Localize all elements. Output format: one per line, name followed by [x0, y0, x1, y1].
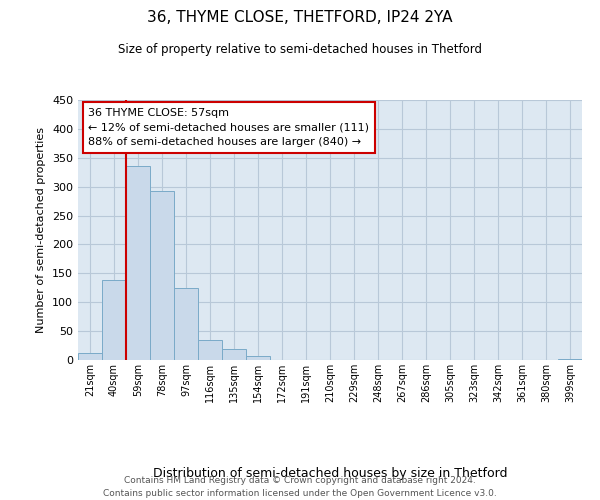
Text: 36 THYME CLOSE: 57sqm
← 12% of semi-detached houses are smaller (111)
88% of sem: 36 THYME CLOSE: 57sqm ← 12% of semi-deta…	[88, 108, 369, 148]
Y-axis label: Number of semi-detached properties: Number of semi-detached properties	[37, 127, 46, 333]
Bar	[558, 359, 582, 360]
Text: 36, THYME CLOSE, THETFORD, IP24 2YA: 36, THYME CLOSE, THETFORD, IP24 2YA	[147, 10, 453, 25]
Bar	[78, 353, 102, 360]
Bar	[150, 192, 174, 360]
Text: Contains HM Land Registry data © Crown copyright and database right 2024.
Contai: Contains HM Land Registry data © Crown c…	[103, 476, 497, 498]
Text: Size of property relative to semi-detached houses in Thetford: Size of property relative to semi-detach…	[118, 42, 482, 56]
Text: Distribution of semi-detached houses by size in Thetford: Distribution of semi-detached houses by …	[153, 467, 507, 480]
Bar	[126, 166, 150, 360]
Bar	[246, 356, 270, 360]
Bar	[174, 288, 198, 360]
Bar	[102, 280, 126, 360]
Bar	[222, 349, 246, 360]
Bar	[198, 340, 222, 360]
